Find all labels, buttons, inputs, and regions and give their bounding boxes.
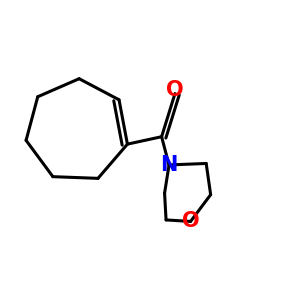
Text: N: N [160, 155, 178, 175]
Text: O: O [166, 80, 184, 100]
Text: O: O [182, 212, 200, 231]
